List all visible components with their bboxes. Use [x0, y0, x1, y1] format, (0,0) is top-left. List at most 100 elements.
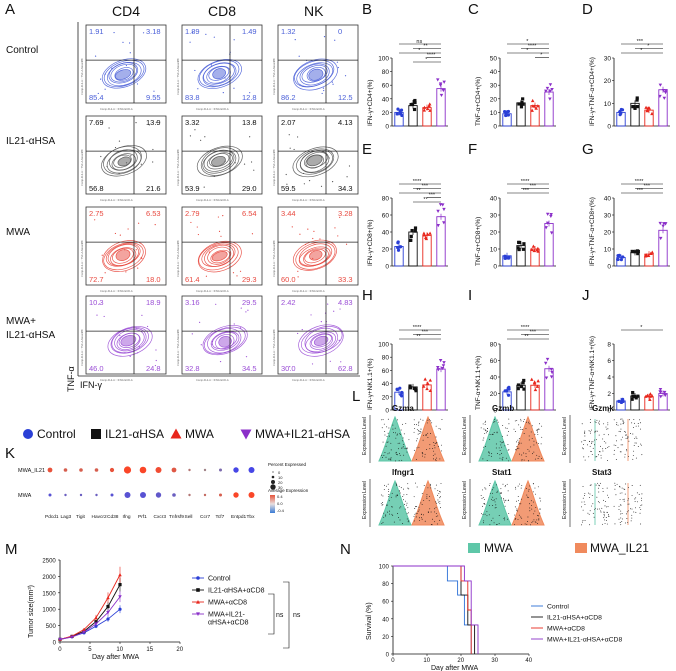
violin-dot	[507, 444, 509, 445]
data-point	[648, 392, 653, 396]
violin-dot	[630, 520, 632, 522]
contour-line	[197, 59, 242, 89]
event-dot	[155, 121, 157, 124]
data-point	[662, 390, 667, 395]
sig-label: ****	[521, 179, 530, 185]
violin-dot	[584, 433, 586, 435]
violin-dot	[503, 497, 505, 499]
data-point	[517, 247, 521, 252]
violin-dot	[506, 483, 508, 485]
violin-dot	[496, 492, 498, 493]
violin-dot	[606, 494, 608, 496]
event-dot	[210, 64, 212, 66]
contour-line	[211, 251, 228, 262]
event-dot	[189, 135, 192, 137]
violin-dot	[539, 423, 540, 425]
data-point	[425, 386, 429, 391]
series-point	[70, 635, 74, 639]
event-dot	[323, 89, 325, 92]
flow-row-label: IL21-αHSA	[6, 136, 55, 147]
violin-dot	[481, 497, 483, 499]
violin-dot	[389, 458, 391, 460]
data-point	[398, 109, 402, 113]
sig-label: **	[416, 334, 421, 340]
violin-dot	[613, 444, 615, 446]
violin-dot	[419, 433, 421, 434]
contour-line	[202, 149, 237, 174]
sig-label: ***	[422, 330, 429, 336]
flow-x-axis-tiny: Comp-FL2-A :: IFNG ECD-A	[100, 198, 133, 202]
violin-dot	[387, 453, 389, 455]
violin-y-label: Expression Level	[462, 481, 468, 519]
series-point	[118, 583, 122, 587]
violin-dot	[582, 497, 584, 499]
dot	[219, 468, 222, 472]
color-legend-bar	[270, 495, 275, 513]
dot	[155, 467, 162, 473]
x-tick-label: 40	[525, 658, 532, 664]
event-dot	[293, 148, 295, 151]
data-point	[548, 97, 552, 101]
series-point	[118, 573, 122, 577]
violin-dot	[502, 435, 503, 437]
y-tick-label: 40	[382, 617, 389, 623]
event-dot	[203, 186, 205, 188]
flow-plot-frame	[277, 115, 359, 195]
violin-dot	[388, 500, 390, 502]
violin-dot	[405, 500, 406, 502]
violin-dot	[541, 425, 543, 427]
flow-plot-frame	[181, 206, 263, 286]
violin-dot	[427, 487, 429, 489]
legend-marker	[240, 429, 252, 440]
color-legend-label: 0.4	[277, 494, 283, 499]
violin-dot	[403, 444, 405, 445]
violin-dot	[408, 520, 410, 522]
violin-dot	[598, 491, 600, 493]
violin-dot	[437, 494, 439, 496]
color-legend-label: -0.4	[277, 508, 285, 513]
violin-dot	[528, 490, 530, 492]
contour-line	[211, 331, 238, 350]
violin-dot	[623, 431, 625, 432]
violin-dot	[432, 448, 434, 450]
violin-dot	[631, 485, 633, 486]
event-dot	[104, 88, 106, 90]
violin-dot	[484, 504, 486, 505]
event-dot	[338, 339, 340, 341]
violin-legend: MWA MWA_IL21	[468, 541, 649, 555]
violin-dot	[634, 498, 636, 500]
violin-dot	[425, 434, 427, 436]
dot	[47, 467, 53, 473]
violin-dot	[421, 517, 423, 519]
flow-x-axis-tiny: Comp-FL2-A :: IFNG ECD-A	[100, 107, 133, 111]
flow-y-axis-label: TNF-α	[66, 366, 76, 392]
data-point	[536, 249, 540, 253]
violin-dot	[383, 512, 385, 514]
violin-dot	[413, 449, 415, 451]
violin-dot	[626, 518, 628, 519]
data-point	[658, 236, 663, 241]
violin-dot	[520, 516, 522, 518]
violin-dot	[496, 432, 498, 434]
violin-dot	[628, 440, 630, 442]
violin-dot	[631, 514, 633, 516]
violin-dot	[493, 522, 495, 524]
violin-dot	[503, 499, 505, 501]
violin-dot	[394, 460, 396, 462]
violin-dot	[520, 487, 522, 489]
y-tick-label: 6	[607, 358, 611, 365]
violin-dot	[427, 437, 429, 439]
violin-dot	[487, 428, 489, 429]
violin-dot	[384, 434, 386, 436]
violin-dot	[427, 419, 429, 421]
violin-dot	[393, 521, 395, 523]
violin-dot	[623, 498, 625, 500]
event-dot	[119, 334, 121, 337]
violin-y-label: Expression Level	[562, 481, 568, 519]
panel-label-i: I	[468, 287, 472, 304]
data-point	[413, 226, 418, 230]
